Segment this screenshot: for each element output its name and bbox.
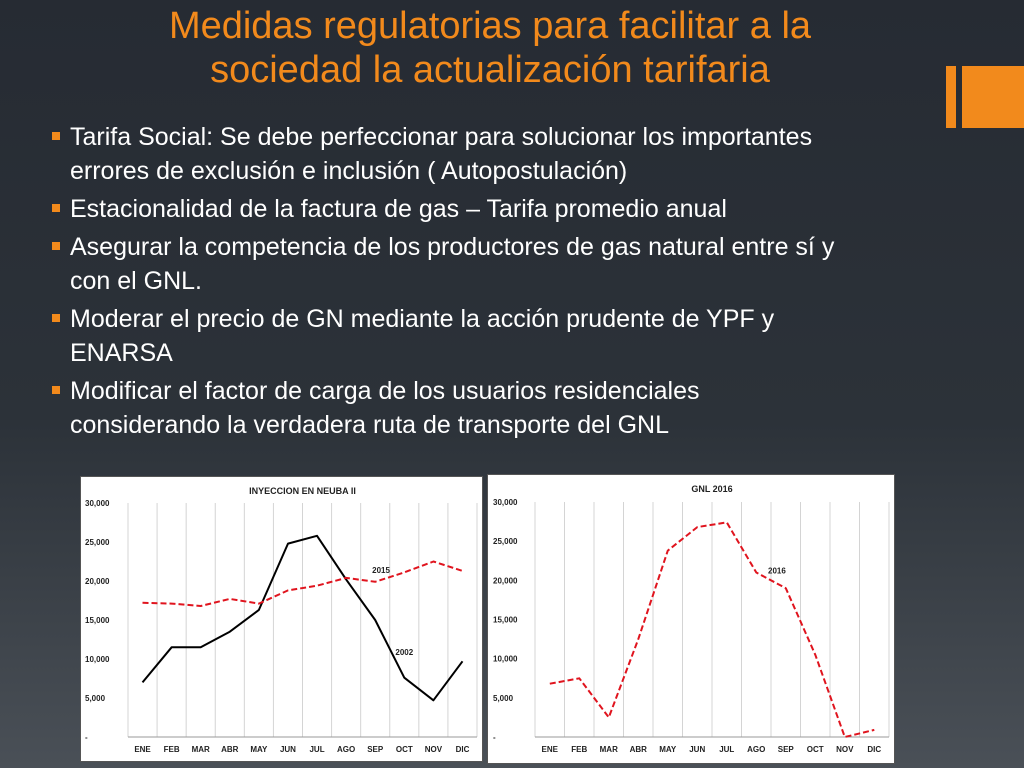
y-tick-label: 25,000 [493,537,518,546]
bullet-text-line: ENARSA [70,339,173,367]
bullet-item: Asegurar la competencia de los productor… [46,230,966,298]
slide-title-line: Medidas regulatorias para facilitar a la [168,5,812,47]
x-tick-label: JUL [309,745,324,754]
accent-bar-thin [946,66,956,128]
y-tick-label: 5,000 [85,694,106,703]
square-bullet-icon [52,386,60,394]
bullet-text-line: Estacionalidad de la factura de gas – Ta… [70,195,727,223]
x-tick-label: SEP [367,745,384,754]
series-line-2002 [141,534,464,702]
accent-bar-thick [962,66,1024,128]
bullet-item: Estacionalidad de la factura de gas – Ta… [46,192,966,226]
chart-title: INYECCION EN NEUBA II [249,486,356,496]
x-tick-label: SEP [778,745,795,754]
y-tick-label: 30,000 [493,498,518,507]
square-bullet-icon [52,314,60,322]
x-tick-label: NOV [425,745,443,754]
series-label: 2015 [372,566,390,575]
y-tick-label: 5,000 [493,694,514,703]
x-tick-label: FEB [164,745,180,754]
bullet-text-line: Moderar el precio de GN mediante la acci… [70,305,775,333]
y-tick-label: 10,000 [493,655,518,664]
x-tick-label: JUN [689,745,705,754]
square-bullet-icon [52,132,60,140]
x-tick-label: FEB [571,745,587,754]
x-tick-label: DIC [456,745,470,754]
series-label: 2016 [768,566,786,575]
y-tick-label: 15,000 [493,616,518,625]
square-bullet-icon [52,242,60,250]
x-tick-label: AGO [747,745,765,754]
bullet-text-line: Modificar el factor de carga de los usua… [70,377,700,405]
x-tick-label: ABR [221,745,239,754]
y-tick-label: 25,000 [85,538,110,547]
x-tick-label: JUL [719,745,734,754]
x-tick-label: MAR [600,745,618,754]
x-tick-label: ENE [542,745,559,754]
bullet-text-line: con el GNL. [70,267,203,295]
x-tick-label: MAY [250,745,268,754]
bullet-item: Modificar el factor de carga de los usua… [46,374,966,442]
x-tick-label: OCT [396,745,413,754]
y-tick-label: 30,000 [85,499,110,508]
series-line-2016 [549,521,875,738]
y-tick-label: 10,000 [85,655,110,664]
x-tick-label: JUN [280,745,296,754]
bullet-item: Tarifa Social: Se debe perfeccionar para… [46,120,966,188]
bullet-text-line: errores de exclusión e inclusión ( Autop… [70,157,628,185]
square-bullet-icon [52,204,60,212]
slide-title: Medidas regulatorias para facilitar a la… [60,4,920,92]
y-tick-label: 15,000 [85,616,110,625]
series-label: 2002 [395,648,413,657]
chart-inyeccion-neuba: INYECCION EN NEUBA II - 5,000 10,000 15,000 2… [80,476,483,762]
x-tick-label: ABR [630,745,648,754]
y-tick-label: 20,000 [85,577,110,586]
x-tick-label: DIC [867,745,881,754]
x-tick-label: OCT [807,745,824,754]
bullet-text-line: Asegurar la competencia de los productor… [70,233,835,261]
chart-inyeccion-svg: INYECCION EN NEUBA II - 5,000 10,000 15,000 2… [85,486,478,754]
x-tick-label: AGO [337,745,355,754]
x-tick-label: ENE [134,745,151,754]
x-tick-label: MAY [659,745,677,754]
bullet-text-line: considerando la verdadera ruta de transp… [70,411,669,439]
x-tick-label: NOV [836,745,854,754]
bullet-item: Moderar el precio de GN mediante la acci… [46,302,966,370]
chart-gnl-2016: GNL 2016 - 5,000 10,000 15,000 20,000 25,000 30… [487,474,895,764]
y-tick-label: - [85,733,88,742]
y-tick-label: 20,000 [493,576,518,585]
chart-title: GNL 2016 [691,484,732,494]
series-line-2015 [142,560,463,607]
bullet-text-line: Tarifa Social: Se debe perfeccionar para… [70,123,813,151]
y-tick-label: - [493,733,496,742]
x-tick-label: MAR [192,745,210,754]
chart-gnl-svg: GNL 2016 - 5,000 10,000 15,000 20,000 25,000 30… [493,484,890,754]
bullet-list: Tarifa Social: Se debe perfeccionar para… [46,120,966,446]
slide-title-line: sociedad la actualización tarifaria [210,49,770,91]
